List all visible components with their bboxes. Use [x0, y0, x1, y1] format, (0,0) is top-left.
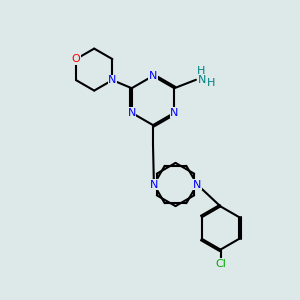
Text: N: N	[198, 75, 207, 85]
Text: N: N	[150, 179, 158, 190]
Text: O: O	[72, 54, 80, 64]
Text: N: N	[108, 75, 117, 85]
Text: N: N	[149, 71, 157, 81]
Text: N: N	[170, 108, 178, 118]
Text: H: H	[207, 78, 215, 88]
Text: N: N	[128, 108, 136, 118]
Text: Cl: Cl	[215, 259, 226, 269]
Text: H: H	[197, 66, 206, 76]
Text: N: N	[193, 179, 201, 190]
